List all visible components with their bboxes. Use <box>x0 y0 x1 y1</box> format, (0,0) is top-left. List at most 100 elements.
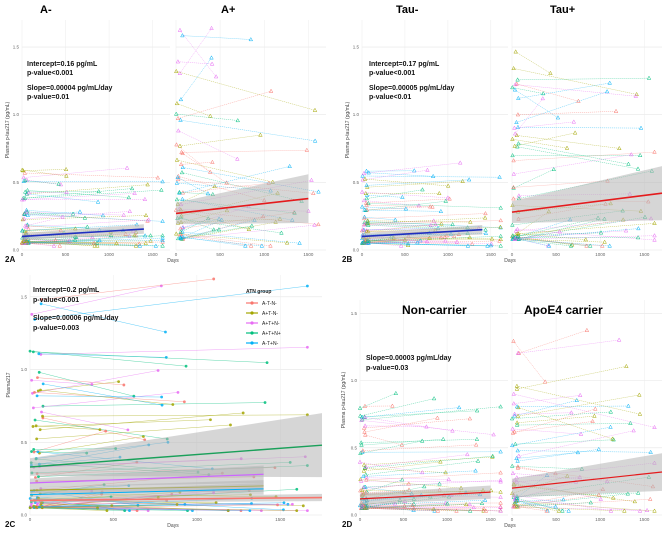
subject-trajectory <box>25 237 93 242</box>
x-tick-label: 1000 <box>259 252 270 257</box>
data-point <box>393 390 399 395</box>
data-point <box>34 476 37 479</box>
data-point <box>362 429 367 434</box>
data-point <box>209 418 212 422</box>
data-point <box>466 177 472 182</box>
subject-trajectory <box>24 239 151 242</box>
confidence-ribbon <box>176 174 309 225</box>
panel-b-facet-left: 0.0 0.5 1.0 1.5 0 500 1000 1500 <box>353 20 508 257</box>
data-point <box>96 506 99 510</box>
subject-trajectory <box>362 451 501 453</box>
data-point <box>212 277 216 281</box>
subject-trajectory <box>366 472 501 481</box>
x-tick-label: 1000 <box>595 517 606 522</box>
data-point <box>475 458 481 463</box>
data-point <box>458 160 463 165</box>
data-point <box>122 383 126 387</box>
data-point <box>405 241 411 246</box>
data-point <box>498 500 503 505</box>
subject-trajectory <box>518 218 605 240</box>
data-point <box>626 161 631 166</box>
data-point <box>512 429 517 434</box>
data-point <box>97 238 102 243</box>
data-point <box>143 240 148 245</box>
subject-trajectory <box>362 238 409 244</box>
fit-line <box>361 228 483 238</box>
data-point <box>290 502 294 506</box>
data-point <box>512 125 517 130</box>
data-point <box>489 236 495 241</box>
subject-trajectory <box>362 169 428 181</box>
y-axis-label: Plasma p-tau217 (pg/mL) <box>341 371 347 428</box>
data-point <box>295 487 299 491</box>
data-point <box>128 509 131 513</box>
data-point <box>358 413 363 418</box>
data-point <box>511 184 516 189</box>
subject-trajectory <box>179 166 290 194</box>
x-tick-label: 500 <box>552 517 560 522</box>
subject-trajectory <box>513 395 581 404</box>
subject-trajectory <box>179 28 212 74</box>
subject-trajectory <box>514 502 556 508</box>
subject-trajectory <box>180 209 249 230</box>
data-point <box>21 178 26 183</box>
data-point <box>359 505 365 510</box>
data-point <box>287 163 292 168</box>
subject-trajectory <box>364 216 396 221</box>
data-point <box>23 189 28 194</box>
stat-intercept: Intercept=0.2 pg/mL <box>33 287 100 294</box>
data-point <box>403 206 409 211</box>
data-point <box>514 504 519 509</box>
data-point <box>571 119 576 124</box>
subject-trajectory <box>368 240 446 242</box>
data-point <box>21 216 27 221</box>
subject-trajectory <box>180 219 222 239</box>
data-point <box>592 413 597 418</box>
data-point <box>511 158 516 163</box>
data-point <box>179 170 185 175</box>
data-point <box>250 502 253 505</box>
data-point <box>259 243 265 248</box>
subject-trajectory <box>364 483 440 488</box>
panel-d-facet-left: 0.0 0.5 1.0 1.5 0 500 1000 1500 <box>351 300 508 522</box>
data-point <box>575 450 581 455</box>
data-point <box>31 350 35 354</box>
data-point <box>366 170 371 175</box>
data-point <box>510 442 515 448</box>
data-point <box>515 448 520 453</box>
fit-line <box>29 444 323 468</box>
y-axis-label: Plasma p-tau217 (pg/mL) <box>5 101 11 158</box>
data-point <box>427 235 432 240</box>
subject-trajectory <box>366 508 484 512</box>
panel-b-facet-right: 0 500 1000 1500 <box>510 20 663 257</box>
data-point <box>551 166 556 172</box>
subject-trajectory <box>517 500 548 512</box>
legend-swatch-dot <box>250 341 254 345</box>
subject-trajectory <box>30 350 187 367</box>
data-point <box>301 504 305 508</box>
legend-swatch-dot <box>250 321 254 325</box>
data-point <box>178 161 184 166</box>
data-point <box>77 209 83 214</box>
data-point <box>445 501 450 506</box>
subject-trajectory <box>26 219 149 228</box>
x-tick-label: 1500 <box>639 517 650 522</box>
data-point <box>209 55 214 60</box>
subject-trajectory <box>512 232 602 236</box>
subject-trajectory <box>33 351 268 363</box>
data-point <box>513 82 518 87</box>
data-point <box>174 157 180 162</box>
data-point <box>364 221 370 226</box>
data-point <box>425 167 430 172</box>
data-point <box>30 450 33 453</box>
y-tick-label: 1.0 <box>13 112 20 117</box>
subject-trajectory <box>181 162 213 165</box>
data-point <box>20 228 25 233</box>
subject-trajectory <box>182 35 251 40</box>
data-point <box>540 96 545 101</box>
data-point <box>143 438 147 442</box>
facet-title-a-minus: A- <box>40 4 52 16</box>
data-point <box>229 423 232 427</box>
subject-trajectory <box>514 421 593 433</box>
subject-trajectory <box>22 226 88 231</box>
